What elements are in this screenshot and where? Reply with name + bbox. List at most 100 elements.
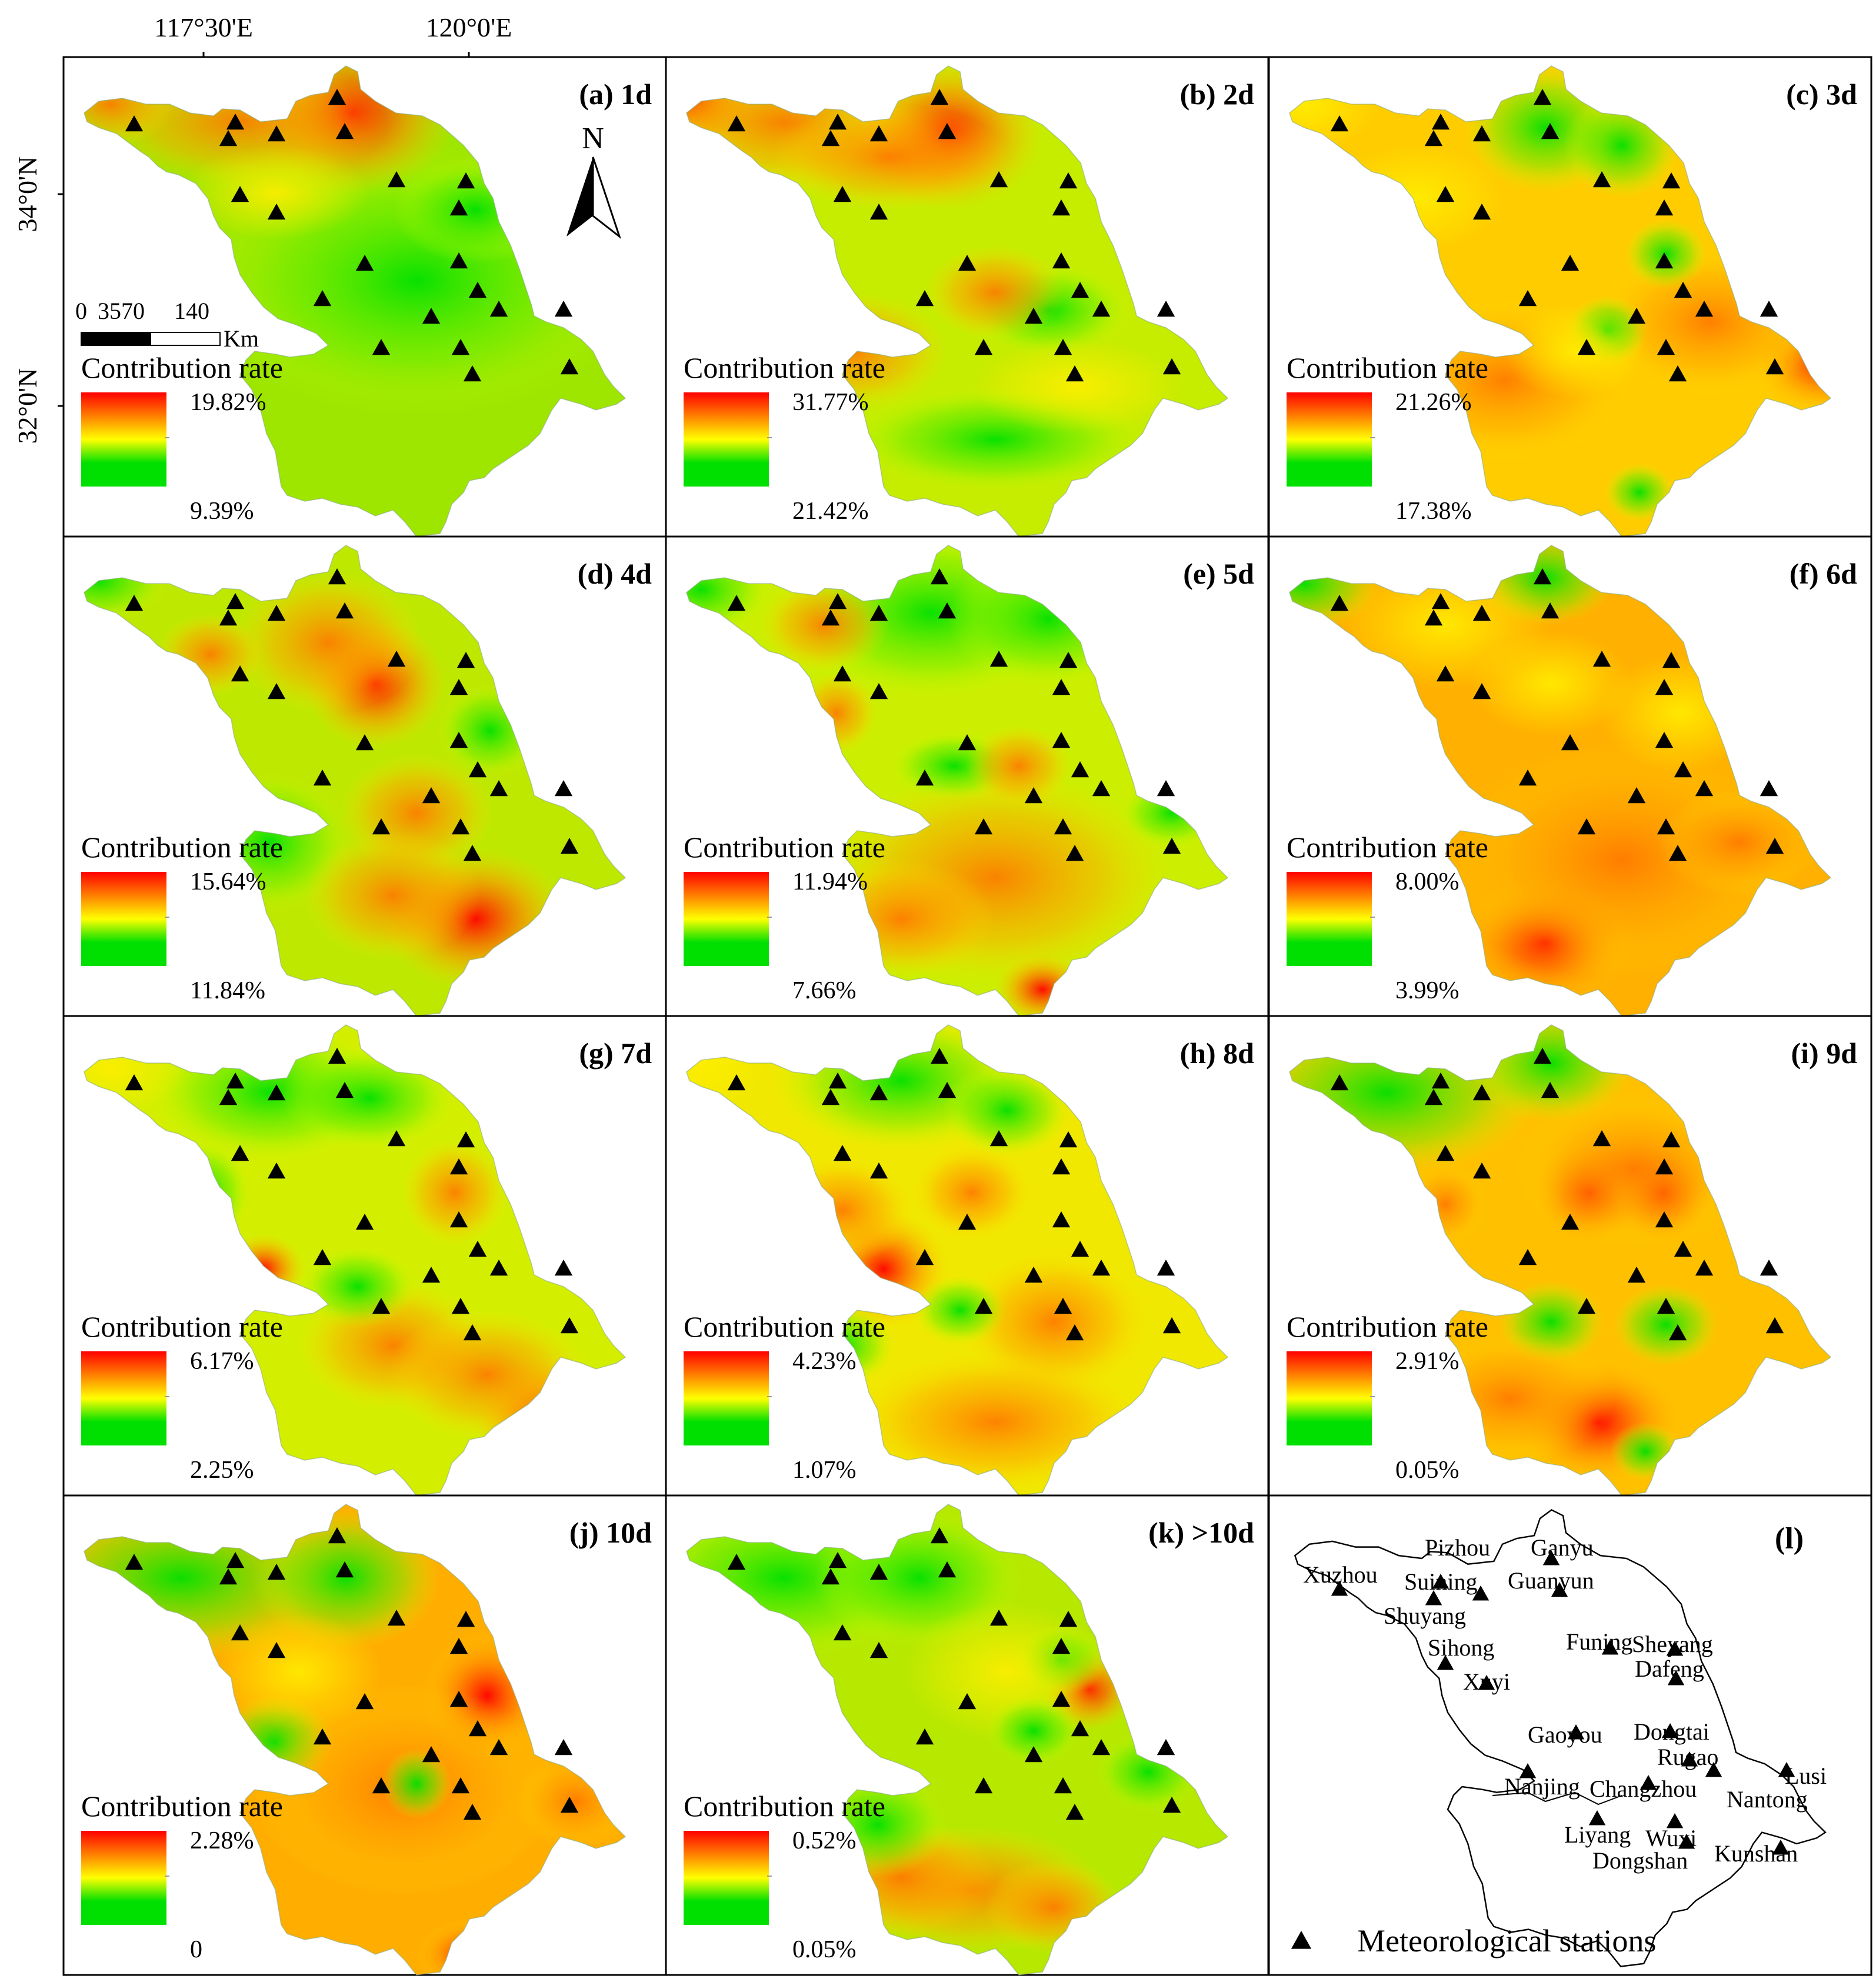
- station-marker: [1661, 1723, 1679, 1738]
- station-marker: [1424, 130, 1443, 146]
- station-marker: [1533, 89, 1552, 105]
- station-marker: [335, 602, 354, 619]
- map-panel: (b) 2d Contribution rate 31.77% 21.42%: [665, 56, 1269, 538]
- station-marker: [1518, 1249, 1537, 1265]
- station-marker: [372, 1298, 391, 1314]
- station-marker: [313, 1249, 332, 1265]
- station-marker: [1162, 1317, 1181, 1334]
- station-marker: [958, 734, 977, 751]
- station-marker: [226, 1552, 245, 1568]
- station-marker: [821, 130, 840, 146]
- station-marker: [1071, 1720, 1089, 1737]
- legend-min-value: 1.07%: [792, 1457, 857, 1484]
- station-marker: [355, 1693, 374, 1710]
- station-marker: [1695, 1260, 1714, 1276]
- station-marker: [463, 1324, 482, 1341]
- station-marker: [560, 838, 579, 854]
- legend-min-value: 2.25%: [190, 1457, 254, 1484]
- station-marker: [449, 679, 468, 695]
- station-marker: [456, 1131, 475, 1148]
- legend-min-value: 3.99%: [1395, 977, 1460, 1004]
- station-marker: [1059, 1131, 1078, 1148]
- field-blob: [1504, 304, 1645, 398]
- station-marker: [1765, 1317, 1784, 1334]
- station-marker: [449, 252, 468, 269]
- station-marker: [1157, 301, 1175, 317]
- panel-label: (i) 9d: [1791, 1037, 1858, 1070]
- station-marker: [267, 605, 286, 621]
- station-marker: [468, 1720, 487, 1737]
- map-panel: (h) 8d Contribution rate 4.23% 1.07%: [665, 1015, 1269, 1497]
- legend-title: Contribution rate: [81, 831, 283, 864]
- station-marker: [313, 290, 332, 307]
- station-marker: [554, 1260, 573, 1276]
- station-marker: [1065, 365, 1084, 382]
- station-marker: [125, 1554, 144, 1570]
- station-marker: [1657, 818, 1675, 835]
- station-marker: [821, 1568, 840, 1585]
- scale-tick-label: 0: [75, 298, 87, 324]
- station-name: Funing: [1566, 1628, 1632, 1655]
- station-marker: [1655, 252, 1674, 269]
- station-marker: [1655, 679, 1674, 695]
- legend-max-value: 4.23%: [792, 1348, 857, 1375]
- station-marker: [1667, 1670, 1685, 1685]
- station-marker: [489, 780, 508, 797]
- panel-label: (d) 4d: [578, 557, 652, 590]
- station-marker: [1760, 780, 1778, 797]
- station-marker: [1065, 1324, 1084, 1341]
- station-marker: [489, 301, 508, 317]
- station-marker: [451, 1777, 470, 1794]
- station-marker: [456, 172, 475, 189]
- station-marker: [1561, 734, 1580, 751]
- field-blob: [972, 339, 1184, 434]
- station-marker: [1162, 358, 1181, 375]
- station-marker: [1655, 199, 1674, 216]
- map-panel: (f) 6d Contribution rate 8.00% 3.99%: [1268, 535, 1872, 1017]
- station-marker: [328, 568, 346, 585]
- province-outline: [686, 1504, 1229, 1976]
- field-blob: [987, 1695, 1081, 1766]
- station-marker: [958, 1214, 977, 1230]
- legend-max-value: 2.91%: [1395, 1348, 1460, 1375]
- station-marker: [1424, 1089, 1443, 1105]
- station-marker: [1071, 761, 1089, 778]
- scale-tick-label: 70: [121, 298, 145, 324]
- lon-label: 117°30'E: [154, 12, 253, 42]
- panel-label: (k) >10d: [1148, 1516, 1254, 1549]
- station-marker: [1059, 652, 1078, 668]
- legend-min-value: 7.66%: [792, 977, 857, 1004]
- legend-colorbar: [81, 1351, 166, 1445]
- station-marker: [930, 1527, 949, 1544]
- station-marker: [335, 1082, 354, 1098]
- station-marker: [869, 1564, 888, 1580]
- station-marker: [1054, 1777, 1072, 1794]
- station-marker: [387, 171, 406, 188]
- station-marker: [231, 186, 249, 202]
- station-marker: [422, 1267, 441, 1283]
- station-marker: [226, 593, 245, 609]
- station-marker: [727, 115, 746, 132]
- panel-label: (f) 6d: [1790, 557, 1857, 590]
- legend-max-value: 2.28%: [190, 1827, 254, 1854]
- station-marker: [1551, 1582, 1568, 1597]
- legend-title: Contribution rate: [81, 1310, 283, 1343]
- station-name: Ganyu: [1531, 1534, 1594, 1561]
- station-marker: [463, 365, 482, 382]
- station-marker: [1577, 339, 1596, 355]
- legend-colorbar: [1287, 872, 1372, 966]
- legend-colorbar: [81, 1831, 166, 1925]
- station-marker: [372, 1777, 391, 1794]
- station-marker: [449, 1638, 468, 1654]
- legend-min-value: 0.05%: [1395, 1457, 1460, 1484]
- station-marker: [1065, 1804, 1084, 1820]
- station-marker: [335, 123, 354, 139]
- scale-bar-white: [150, 332, 221, 346]
- station-marker: [938, 123, 957, 139]
- lon-label: 120°0'E: [426, 12, 512, 42]
- legend-title: Contribution rate: [1287, 1310, 1488, 1343]
- station-marker: [1472, 683, 1491, 699]
- station-marker: [1674, 282, 1692, 298]
- station-marker: [1678, 1834, 1695, 1849]
- station-marker: [869, 1084, 888, 1101]
